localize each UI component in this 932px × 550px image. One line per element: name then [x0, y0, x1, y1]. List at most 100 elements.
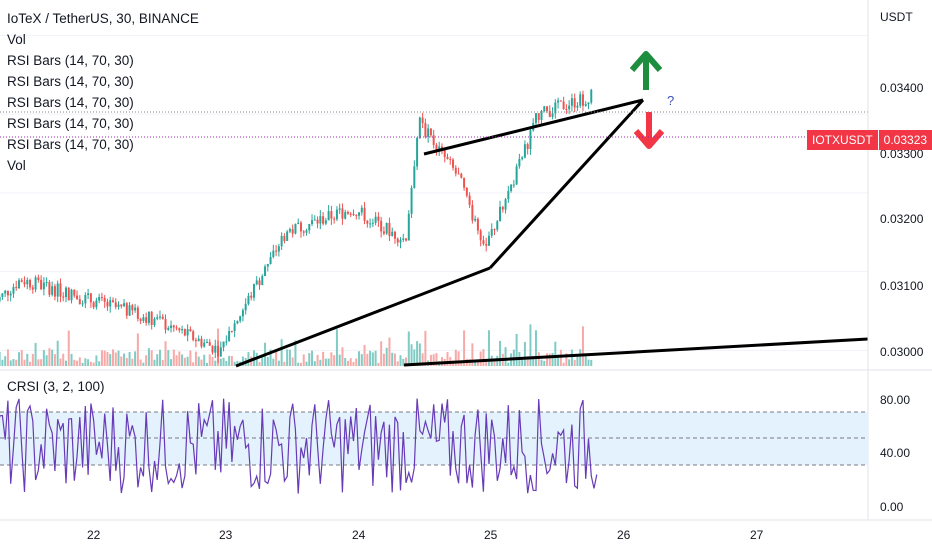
- candle-body: [56, 283, 59, 297]
- candle-body: [507, 191, 510, 200]
- candle-body: [170, 325, 173, 329]
- crsi-axis[interactable]: 80.00 40.00 0.00: [880, 393, 910, 514]
- volume-bar: [48, 348, 51, 366]
- time-axis[interactable]: 22 23 24 25 26 27: [87, 528, 764, 542]
- candle-body: [576, 105, 579, 108]
- volume-bar: [225, 360, 228, 366]
- legend-vol[interactable]: Vol: [7, 158, 26, 173]
- candle-body: [136, 307, 139, 319]
- symbol-title[interactable]: IoTeX / TetherUS, 30, BINANCE: [7, 11, 199, 26]
- volume-bar: [1, 359, 4, 366]
- candle-body: [358, 212, 361, 216]
- volume-bar: [391, 352, 394, 366]
- trend-lines[interactable]: [235, 98, 869, 368]
- candle-body: [111, 300, 114, 303]
- price-axis[interactable]: USDT 0.03400 0.03300 0.03200 0.03100 0.0…: [880, 10, 924, 359]
- volume-bar: [299, 362, 302, 366]
- candle-body: [468, 195, 471, 205]
- volume-bar: [291, 357, 294, 366]
- candle-body: [219, 347, 222, 357]
- volume-bar: [532, 355, 535, 366]
- candle-body: [222, 341, 225, 348]
- candle-body: [78, 299, 81, 305]
- volume-bar: [175, 355, 178, 366]
- volume-bar: [62, 353, 65, 366]
- candle-body: [440, 146, 443, 150]
- arrow-up-icon: [629, 51, 663, 90]
- volume-bar: [219, 358, 222, 366]
- volume-bar: [546, 353, 549, 366]
- volume-bar: [474, 359, 477, 366]
- legend-rsi-bars[interactable]: RSI Bars (14, 70, 30): [7, 74, 134, 89]
- volume-bar: [17, 352, 20, 366]
- candle-body: [410, 188, 413, 214]
- volume-bar: [87, 359, 90, 366]
- crsi-tick: 80.00: [880, 393, 910, 407]
- legend-vol[interactable]: Vol: [7, 32, 26, 47]
- volume-bar: [346, 360, 349, 366]
- candle-body: [178, 328, 181, 331]
- candle-body: [62, 296, 65, 298]
- volume-bar: [366, 353, 369, 366]
- legend-rsi-bars[interactable]: RSI Bars (14, 70, 30): [7, 116, 134, 131]
- candle-body: [73, 289, 76, 296]
- volume-bar: [241, 356, 244, 366]
- crsi-legend[interactable]: CRSI (3, 2, 100): [7, 379, 105, 394]
- volume-bar: [554, 341, 557, 366]
- candle-body: [568, 105, 571, 110]
- candle-body: [311, 220, 314, 225]
- volume-bar: [393, 353, 396, 366]
- candle-body: [382, 231, 385, 234]
- support-line-left: [235, 266, 491, 368]
- candle-body: [275, 250, 278, 252]
- candle-body: [244, 303, 247, 311]
- volume-bar: [302, 354, 305, 366]
- wedge-upper-line: [423, 98, 644, 156]
- volume-bar: [283, 361, 286, 366]
- candle-body: [76, 295, 79, 300]
- volume-bar: [95, 355, 98, 366]
- legend-rsi-bars[interactable]: RSI Bars (14, 70, 30): [7, 137, 134, 152]
- legend-rsi-bars[interactable]: RSI Bars (14, 70, 30): [7, 53, 134, 68]
- volume-bar: [521, 357, 524, 366]
- candle-body: [407, 213, 410, 241]
- volume-bar: [23, 359, 26, 366]
- volume-bar: [100, 350, 103, 366]
- candle-body: [277, 246, 280, 252]
- candle-body: [496, 221, 499, 230]
- candle-body: [344, 212, 347, 219]
- volume-bar: [504, 347, 507, 366]
- volume-bar: [485, 361, 488, 366]
- volume-bar: [405, 357, 408, 366]
- candle-body: [20, 280, 23, 282]
- candle-body: [250, 295, 253, 298]
- candle-body: [587, 102, 590, 105]
- candle-body: [161, 316, 164, 320]
- volume-bar: [424, 330, 427, 366]
- volume-bar: [120, 356, 123, 366]
- legend-rsi-bars[interactable]: RSI Bars (14, 70, 30): [7, 95, 134, 110]
- candle-body: [429, 128, 432, 136]
- candle-body: [192, 331, 195, 340]
- candle-body: [45, 282, 48, 284]
- candle-body: [103, 297, 106, 302]
- volume-bar: [360, 354, 363, 366]
- volume-bar: [463, 330, 466, 366]
- candle-body: [319, 216, 322, 224]
- candle-body: [543, 106, 546, 112]
- volume-bar: [507, 362, 510, 366]
- volume-bar: [457, 351, 460, 366]
- volume-bar: [84, 358, 87, 366]
- candle-body: [446, 157, 449, 159]
- volume-bar: [570, 349, 573, 366]
- candle-body: [316, 219, 319, 224]
- candle-body: [266, 264, 269, 267]
- volume-bar: [487, 330, 490, 366]
- candle-body: [548, 110, 551, 117]
- candle-body: [366, 220, 369, 224]
- time-tick: 23: [219, 528, 233, 542]
- candle-body: [156, 317, 159, 319]
- candle-body: [48, 282, 51, 295]
- volume-bar: [316, 354, 319, 366]
